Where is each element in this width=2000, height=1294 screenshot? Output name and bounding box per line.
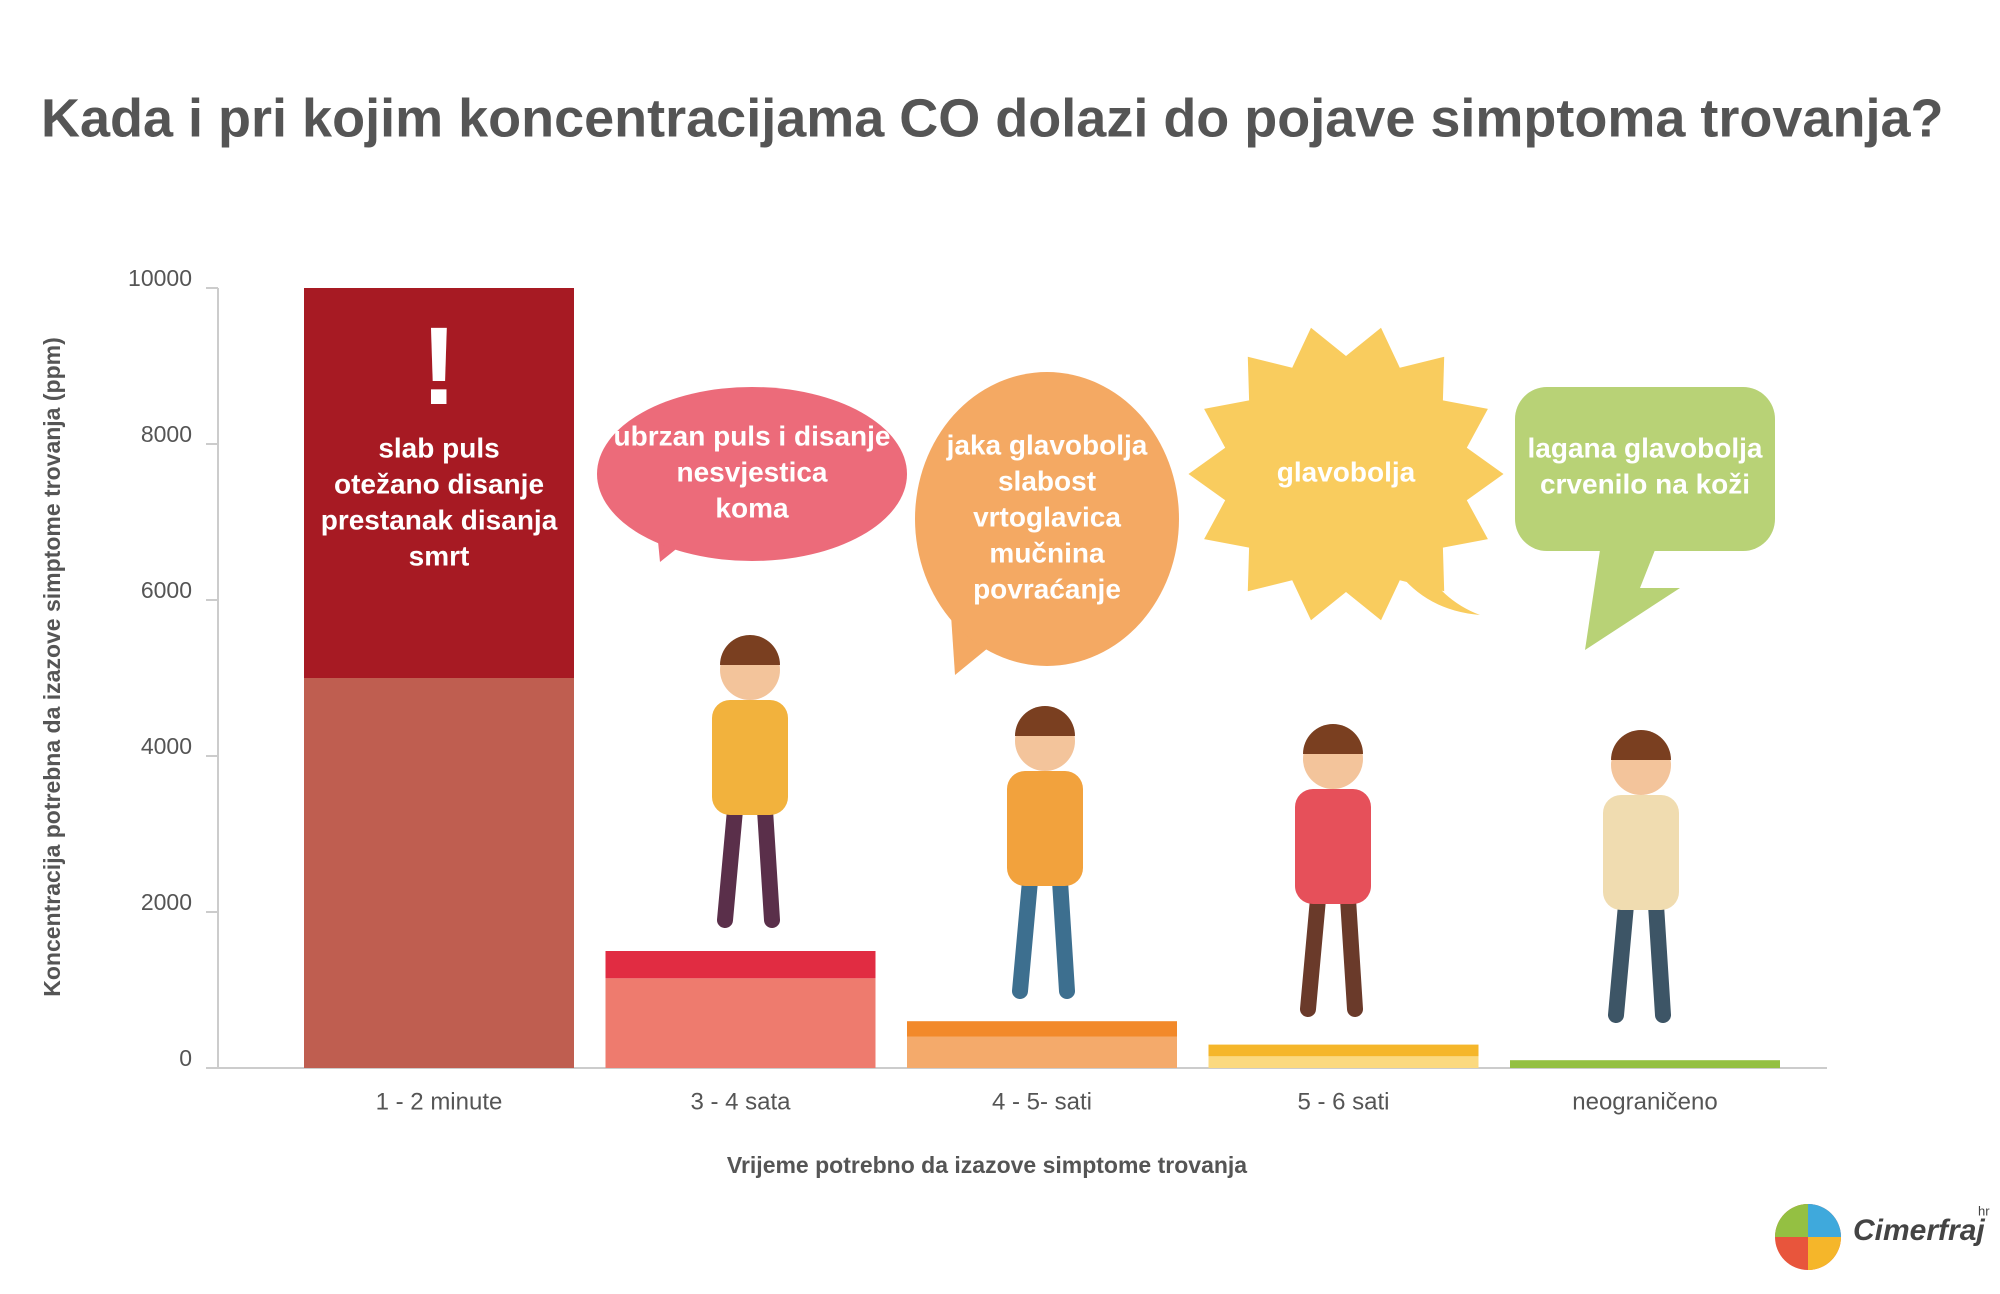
- bar-segment: [605, 978, 876, 1068]
- annotation-text: slab puls: [378, 432, 499, 463]
- bar-segment: [1510, 1060, 1780, 1068]
- figure-body: [712, 700, 788, 815]
- y-axis-label: Koncentracija potrebna da izazove simpto…: [39, 337, 65, 996]
- y-tick-label: 4000: [141, 733, 192, 759]
- bar-segment: [605, 951, 876, 979]
- annotation-text: ubrzan puls i disanje: [614, 420, 891, 451]
- bar-segment: [907, 1036, 1177, 1068]
- figure-leg: [717, 802, 743, 928]
- exclamation-mark: !: [421, 305, 458, 428]
- bubble-tail: [1585, 550, 1680, 650]
- bar-segment: [1208, 1056, 1479, 1068]
- figure-hair: [720, 635, 780, 665]
- figure-hair: [1303, 724, 1363, 754]
- x-tick-label: 3 - 4 sata: [690, 1088, 791, 1115]
- figure-body: [1007, 771, 1083, 886]
- y-tick-label: 8000: [141, 421, 192, 447]
- bar-segment: [907, 1021, 1177, 1037]
- figure-illustration: [1007, 706, 1083, 999]
- figure-hair: [1611, 730, 1671, 760]
- logo-text: Cimerfraj: [1853, 1214, 1985, 1247]
- annotation-text: lagana glavobolja: [1528, 432, 1763, 463]
- annotation-text: jaka glavobolja: [946, 429, 1148, 460]
- figure-leg: [1052, 873, 1075, 999]
- figure-body: [1295, 789, 1371, 904]
- y-tick-label: 2000: [141, 889, 192, 915]
- logo-suffix: hr: [1978, 1203, 1990, 1218]
- logo: Cimerfraj hr: [1775, 1203, 1990, 1270]
- figure-leg: [757, 802, 780, 928]
- figure-leg: [1340, 891, 1363, 1017]
- annotation-text: koma: [715, 492, 789, 523]
- annotation-text: crvenilo na koži: [1540, 468, 1750, 499]
- annotation-text: povraćanje: [973, 573, 1121, 604]
- figure-hair: [1015, 706, 1075, 736]
- x-tick-label: 4 - 5- sati: [992, 1088, 1092, 1115]
- annotation-text: glavobolja: [1277, 456, 1416, 487]
- y-tick-label: 0: [179, 1045, 192, 1071]
- annotation-text: smrt: [409, 540, 470, 571]
- figure-illustration: [1603, 730, 1679, 1023]
- x-tick-label: 5 - 6 sati: [1297, 1088, 1389, 1115]
- annotation-text: prestanak disanja: [321, 504, 558, 535]
- chart-title: Kada i pri kojim koncentracijama CO dola…: [41, 88, 1943, 148]
- bar-segment: [304, 288, 574, 678]
- logo-mark: [1808, 1204, 1841, 1237]
- bar-segment: [1208, 1044, 1479, 1057]
- annotation-text: slabost: [998, 465, 1096, 496]
- y-tick-label: 6000: [141, 577, 192, 603]
- logo-mark: [1775, 1204, 1808, 1237]
- y-tick-label: 10000: [128, 265, 192, 291]
- figure-body: [1603, 795, 1679, 910]
- figure-leg: [1648, 897, 1671, 1023]
- figure-illustration: [712, 635, 788, 928]
- annotation-text: nesvjestica: [677, 456, 828, 487]
- speech-bubble: [597, 387, 907, 561]
- logo-mark: [1808, 1237, 1841, 1270]
- figure-leg: [1012, 873, 1038, 999]
- annotation-text: mučnina: [989, 537, 1105, 568]
- annotation-text: otežano disanje: [334, 468, 544, 499]
- annotation-text: vrtoglavica: [973, 501, 1121, 532]
- figure-illustration: [1295, 724, 1371, 1017]
- figure-leg: [1300, 891, 1326, 1017]
- speech-bubble: [1515, 387, 1775, 551]
- figure-leg: [1608, 897, 1634, 1023]
- x-tick-label: neograničeno: [1572, 1088, 1717, 1115]
- x-axis-label: Vrijeme potrebno da izazove simptome tro…: [727, 1152, 1247, 1178]
- starburst-bubble: [1188, 327, 1504, 621]
- bar-segment: [304, 678, 574, 1068]
- speech-bubble: [915, 372, 1179, 666]
- x-tick-label: 1 - 2 minute: [376, 1088, 503, 1115]
